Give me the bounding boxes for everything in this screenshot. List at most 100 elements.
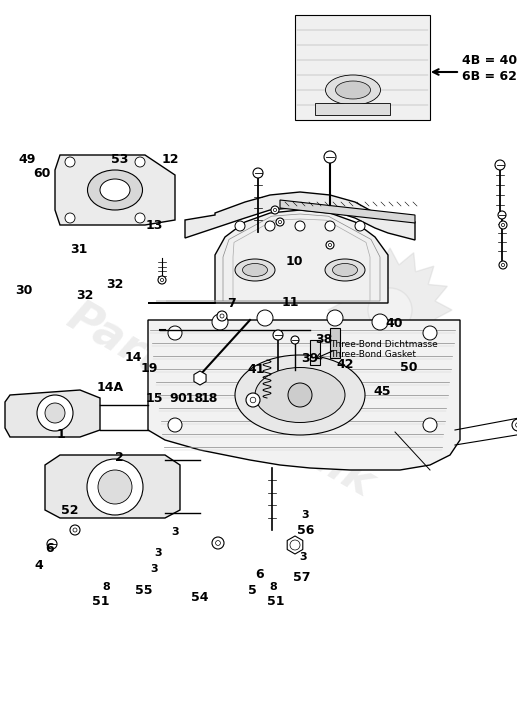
Text: 8: 8: [102, 583, 110, 592]
Text: 40: 40: [386, 318, 403, 330]
Circle shape: [327, 310, 343, 326]
Text: 6B = 620 ccm: 6B = 620 ccm: [462, 71, 517, 83]
Text: 56: 56: [297, 524, 315, 537]
Text: 52: 52: [61, 504, 79, 517]
Circle shape: [70, 525, 80, 535]
Text: 10: 10: [285, 255, 303, 268]
Text: 45: 45: [374, 385, 391, 397]
Circle shape: [65, 213, 75, 223]
Circle shape: [271, 206, 279, 214]
Text: 3: 3: [301, 510, 309, 519]
Polygon shape: [5, 390, 100, 437]
Circle shape: [265, 221, 275, 231]
Polygon shape: [280, 200, 415, 223]
Text: 6: 6: [45, 542, 53, 554]
Circle shape: [295, 221, 305, 231]
Text: 18: 18: [201, 392, 218, 404]
Circle shape: [135, 213, 145, 223]
Text: 4B = 400 ccm: 4B = 400 ccm: [462, 53, 517, 67]
Ellipse shape: [242, 264, 267, 276]
Ellipse shape: [235, 355, 365, 435]
Polygon shape: [194, 371, 206, 385]
Circle shape: [326, 241, 334, 249]
Circle shape: [512, 419, 517, 431]
Text: 38: 38: [315, 333, 333, 346]
Circle shape: [216, 540, 220, 545]
Ellipse shape: [87, 170, 143, 210]
Circle shape: [501, 224, 505, 226]
Circle shape: [515, 423, 517, 428]
Circle shape: [45, 403, 65, 423]
Circle shape: [87, 459, 143, 515]
Circle shape: [257, 310, 273, 326]
Circle shape: [495, 160, 505, 170]
Text: 51: 51: [267, 595, 285, 608]
Circle shape: [498, 211, 506, 219]
Text: 30: 30: [15, 284, 33, 297]
Circle shape: [499, 261, 507, 269]
Text: PartsRepublik: PartsRepublik: [59, 294, 381, 505]
Circle shape: [253, 168, 263, 178]
Text: 4: 4: [35, 559, 43, 571]
Circle shape: [168, 418, 182, 432]
Text: 19: 19: [140, 362, 158, 375]
Circle shape: [423, 418, 437, 432]
Circle shape: [501, 264, 505, 266]
Text: 32: 32: [76, 290, 94, 302]
Polygon shape: [185, 192, 415, 240]
Text: 6: 6: [256, 569, 264, 581]
Circle shape: [291, 336, 299, 344]
FancyBboxPatch shape: [330, 328, 340, 358]
Circle shape: [325, 221, 335, 231]
Text: 39: 39: [301, 353, 319, 365]
Circle shape: [65, 157, 75, 167]
Polygon shape: [287, 536, 303, 554]
Text: 41: 41: [247, 363, 265, 376]
Text: 1: 1: [57, 428, 65, 441]
Text: 13: 13: [145, 219, 163, 232]
Text: 51: 51: [92, 595, 110, 608]
Text: 3: 3: [171, 527, 178, 537]
Circle shape: [217, 311, 227, 321]
Text: 11: 11: [282, 297, 299, 309]
Circle shape: [158, 276, 166, 284]
Ellipse shape: [326, 75, 381, 105]
Text: 3: 3: [154, 548, 161, 558]
Text: 018: 018: [177, 392, 203, 404]
Circle shape: [355, 221, 365, 231]
Circle shape: [372, 314, 388, 330]
Circle shape: [235, 221, 245, 231]
Text: 15: 15: [145, 392, 163, 404]
Text: 57: 57: [293, 571, 311, 584]
Circle shape: [37, 395, 73, 431]
Text: Three-Bond Dichtmasse
Three-Bond Gasket: Three-Bond Dichtmasse Three-Bond Gasket: [330, 340, 438, 360]
Circle shape: [212, 537, 224, 549]
Circle shape: [290, 540, 300, 550]
Circle shape: [273, 208, 277, 212]
Ellipse shape: [336, 81, 371, 99]
Ellipse shape: [255, 367, 345, 423]
FancyBboxPatch shape: [315, 103, 390, 115]
Text: 12: 12: [162, 154, 179, 166]
Circle shape: [273, 330, 283, 340]
Polygon shape: [45, 455, 180, 518]
Text: 55: 55: [135, 585, 153, 597]
Text: 14: 14: [124, 351, 142, 364]
Ellipse shape: [235, 259, 275, 281]
Polygon shape: [148, 320, 460, 470]
Circle shape: [324, 151, 336, 163]
Text: 49: 49: [19, 154, 36, 166]
Circle shape: [246, 393, 260, 407]
Text: 54: 54: [191, 591, 209, 604]
Polygon shape: [328, 248, 452, 372]
Circle shape: [288, 383, 312, 407]
Text: 42: 42: [337, 358, 354, 371]
Text: 60: 60: [34, 167, 51, 179]
Circle shape: [220, 314, 224, 318]
Text: 14A: 14A: [97, 381, 124, 394]
Text: 2: 2: [115, 451, 123, 464]
Circle shape: [423, 326, 437, 340]
Circle shape: [499, 221, 507, 229]
Polygon shape: [55, 155, 175, 225]
Circle shape: [328, 243, 331, 247]
